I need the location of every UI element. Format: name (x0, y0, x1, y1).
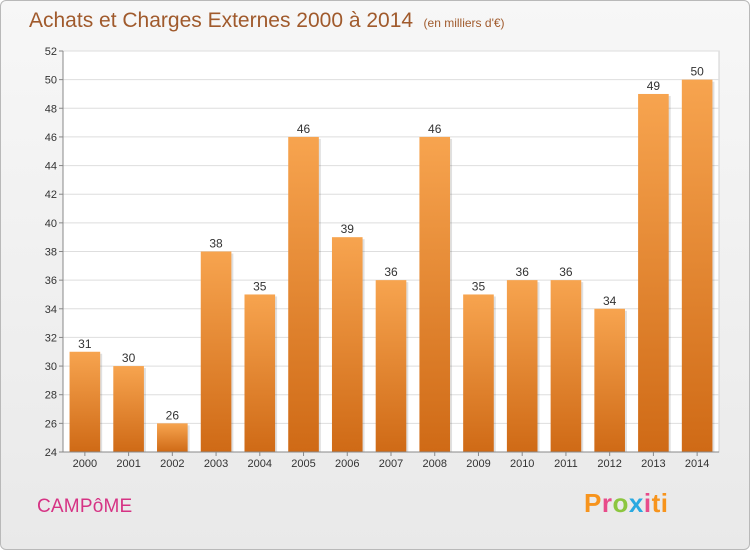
bar-value-label: 36 (384, 265, 398, 279)
bar-2000 (69, 351, 101, 452)
bar-2009 (463, 294, 494, 452)
bar-value-label: 46 (428, 122, 442, 136)
x-tick-label: 2001 (116, 458, 140, 470)
bar-2005 (288, 136, 319, 452)
bar-2004 (244, 294, 276, 452)
bar-2010 (506, 280, 538, 452)
bar-value-label: 35 (253, 279, 267, 293)
x-tick-label: 2008 (422, 458, 446, 470)
y-tick-label: 36 (45, 275, 57, 287)
bar-value-label: 39 (341, 222, 355, 236)
bar-value-label: 36 (559, 265, 573, 279)
bar-value-label: 50 (690, 65, 704, 79)
y-tick-label: 40 (45, 218, 57, 230)
x-tick-label: 2013 (641, 458, 665, 470)
bars: 31 30 26 38 35 46 39 36 46 35 36 36 34 49 50 (69, 65, 715, 453)
bar-2003 (200, 251, 232, 452)
y-tick-label: 42 (45, 189, 57, 201)
y-tick-label: 26 (45, 418, 57, 430)
bar-value-label: 34 (603, 294, 617, 308)
chart-title: Achats et Charges Externes 2000 à 2014 (… (29, 9, 505, 33)
x-tick-label: 2009 (466, 458, 490, 470)
y-axis: 24 26 28 30 32 34 36 38 40 42 44 46 48 50 52 (45, 46, 64, 459)
y-tick-label: 28 (45, 390, 57, 402)
bar-2002 (157, 423, 188, 452)
bar-2006 (331, 237, 363, 452)
x-tick-label: 2002 (160, 458, 184, 470)
y-tick-label: 48 (45, 103, 57, 115)
y-tick-label: 30 (45, 361, 57, 373)
y-tick-label: 38 (45, 247, 57, 259)
y-tick-label: 44 (45, 161, 57, 173)
bar-value-label: 38 (209, 237, 223, 251)
chart-title-main: Achats et Charges Externes 2000 à 2014 (29, 9, 414, 32)
x-tick-label: 2010 (510, 458, 534, 470)
y-tick-label: 34 (45, 304, 57, 316)
x-tick-label: 2003 (204, 458, 228, 470)
y-tick-label: 32 (45, 332, 57, 344)
chart-title-unit: (en milliers d'€) (423, 16, 505, 30)
x-tick-label: 2000 (73, 458, 97, 470)
y-tick-label: 46 (45, 132, 57, 144)
bar-value-label: 49 (647, 79, 661, 93)
proxiti-logo: Proxiti (584, 488, 669, 518)
bar-value-label: 31 (78, 337, 92, 351)
bar-2012 (594, 308, 625, 452)
bar-2011 (550, 280, 582, 452)
x-tick-label: 2006 (335, 458, 359, 470)
bar-value-label: 26 (166, 408, 180, 422)
x-tick-label: 2004 (248, 458, 272, 470)
y-tick-label: 50 (45, 75, 57, 87)
y-tick-label: 52 (45, 46, 57, 58)
x-tick-label: 2007 (379, 458, 403, 470)
y-tick-label: 24 (45, 447, 57, 459)
bar-value-label: 30 (122, 351, 136, 365)
x-tick-label: 2011 (554, 458, 578, 470)
commune-name: CAMPôME (37, 496, 133, 517)
bar-value-label: 35 (472, 279, 486, 293)
x-tick-label: 2012 (597, 458, 621, 470)
x-tick-label: 2014 (685, 458, 709, 470)
bar-2007 (375, 280, 407, 452)
bar-2001 (113, 366, 144, 452)
bar-2008 (419, 136, 451, 452)
bar-value-label: 46 (297, 122, 311, 136)
x-axis: 2000 2001 2002 2003 2004 2005 2006 2007 2008 2009… (63, 451, 719, 470)
bar-2013 (638, 93, 669, 452)
bar-2014 (681, 79, 713, 453)
bar-value-label: 36 (516, 265, 530, 279)
x-tick-label: 2005 (291, 458, 315, 470)
